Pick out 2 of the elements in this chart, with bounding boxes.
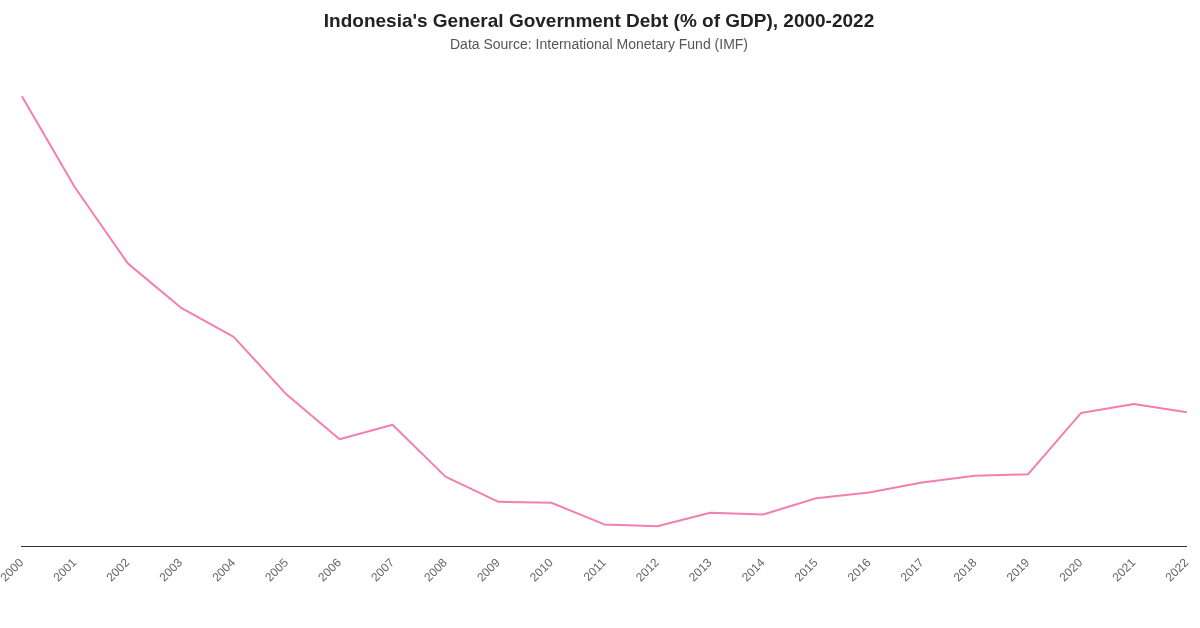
chart-title: Indonesia's General Government Debt (% of GDP), 2000-2022 xyxy=(323,9,875,31)
chart-subtitle: Data Source: International Monetary Fund (IMF) xyxy=(449,36,749,53)
